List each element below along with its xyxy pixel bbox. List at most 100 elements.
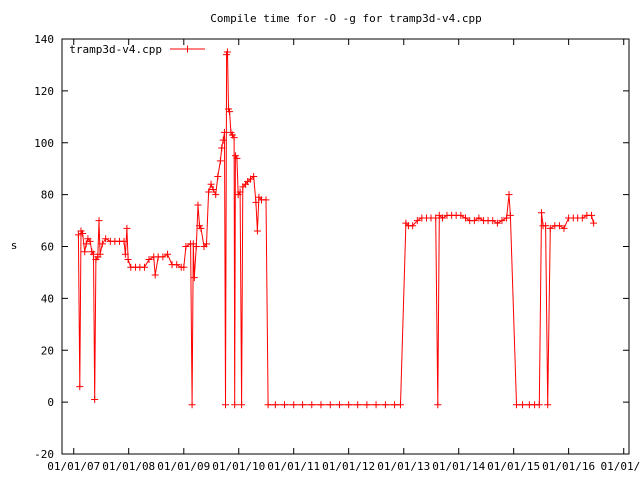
y-axis-ticks: -20 0 20 40 60 80 100 120 140 [34,33,629,461]
data-point-marker [326,401,334,409]
data-point-marker [238,401,246,409]
data-point-marker [588,211,596,219]
legend-plus-marker [184,45,191,53]
data-point-marker [560,224,568,232]
data-point-marker [180,263,188,271]
y-tick-label: -20 [34,448,54,461]
data-point-marker [91,396,99,404]
data-point-marker [264,401,272,409]
legend-label-tramp3d: tramp3d-v4.cpp [69,43,162,56]
legend-marker-tramp3d [184,45,191,53]
data-point-marker [203,240,211,248]
y-tick-label: 0 [47,396,54,409]
data-point-marker [236,188,244,196]
data-point-marker [252,198,260,206]
data-point-marker [335,401,343,409]
data-point-marker [457,211,465,219]
data-point-marker [145,255,153,263]
x-tick-label: 01/01/15 [487,460,540,473]
data-point-marker [159,253,167,261]
data-point-marker [535,401,543,409]
y-tick-label: 120 [34,85,54,98]
series-layer [74,48,598,409]
x-tick-label: 01/01/13 [377,460,430,473]
data-point-marker [271,401,279,409]
y-tick-label: 20 [41,344,54,357]
data-point-marker [308,401,316,409]
data-point-marker [231,401,239,409]
data-point-marker [544,401,552,409]
data-point-marker [461,214,469,222]
data-point-marker [498,217,506,225]
data-point-marker [381,401,389,409]
data-point-marker [124,255,132,263]
data-point-marker [89,250,97,258]
data-point-marker [96,250,104,258]
data-point-marker [214,172,222,180]
data-point-marker [182,243,190,250]
data-point-marker [102,235,110,243]
data-point-marker [299,401,307,409]
data-point-marker [226,108,234,116]
data-point-marker [82,240,90,248]
data-point-marker [219,136,227,144]
data-point-marker [197,224,205,232]
y-tick-label: 80 [41,189,54,202]
data-point-marker [493,219,501,227]
x-axis-ticks: 01/01/07 01/01/08 01/01/09 01/01/10 01/01/11… [47,39,640,473]
chart-title: Compile time for -O -g for tramp3d-v4.cp… [210,12,482,25]
data-point-marker [192,243,200,250]
data-point-marker [123,224,131,232]
data-point-marker [262,196,270,204]
data-point-marker [253,227,261,235]
data-point-marker [81,248,89,256]
data-point-marker [95,217,103,225]
data-point-marker [164,250,172,258]
x-tick-label: 01/01/12 [322,460,375,473]
data-point-marker [505,191,513,199]
x-tick-label: 01/01/14 [432,460,485,473]
data-point-marker [281,401,289,409]
data-point-marker [188,401,196,409]
data-point-marker [205,188,213,196]
data-point-marker [513,401,521,409]
x-tick-label: 01/01/08 [102,460,155,473]
data-point-marker [86,237,94,245]
data-point-marker [391,401,399,409]
data-point-marker [74,231,82,239]
data-point-marker [354,401,362,409]
x-tick-label: 01/01/1 [601,460,640,473]
data-point-marker [141,263,149,271]
data-point-marker [223,48,231,56]
data-point-marker [222,401,230,409]
legend: tramp3d-v4.cpp [69,43,205,56]
data-point-marker [475,214,483,222]
data-point-marker [409,222,417,230]
data-point-marker [413,217,421,225]
data-point-marker [230,134,238,142]
data-point-marker [233,154,241,162]
y-tick-label: 100 [34,137,54,150]
y-tick-label: 60 [41,241,54,254]
data-point-marker [79,230,87,238]
data-point-marker [503,214,511,222]
plot-border [61,38,630,455]
data-point-marker [209,185,217,193]
data-point-marker [220,128,228,136]
data-point-marker [396,401,404,409]
y-tick-label: 40 [41,292,54,305]
y-axis-label: s [11,239,18,252]
data-point-marker [216,157,224,165]
data-point-marker [438,214,446,222]
data-point-marker [470,217,478,225]
data-point-marker [538,209,546,217]
data-point-marker [218,144,226,152]
data-point-marker [434,401,442,409]
data-point-marker [546,224,554,232]
data-point-marker [76,383,84,391]
data-point-marker [372,401,380,409]
data-point-marker [578,214,586,222]
x-tick-label: 01/01/16 [542,460,595,473]
